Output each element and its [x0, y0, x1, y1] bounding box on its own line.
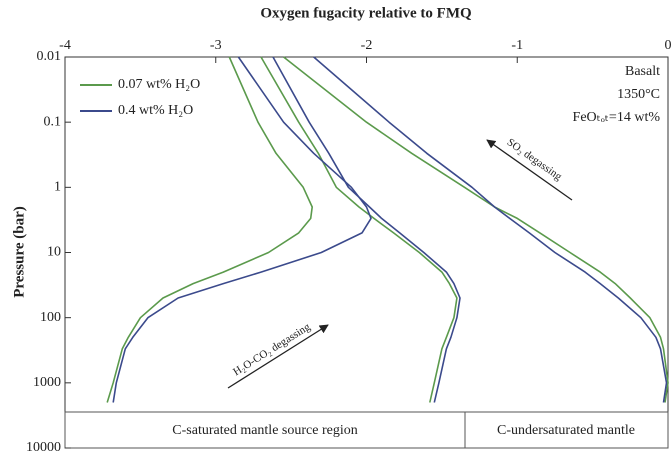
x-tick-label: -3 — [210, 38, 222, 53]
x-tick-label: 0 — [665, 38, 671, 53]
annotation: H₂O-CO₂ degassing — [231, 321, 313, 379]
legend-label: 0.07 wt% H₂O — [118, 77, 200, 92]
arrow — [227, 324, 329, 389]
y-tick-label: 1 — [54, 180, 61, 195]
annotation: SO₂ degassing — [505, 136, 565, 183]
region-label: C-saturated mantle source region — [172, 423, 357, 438]
x-tick-label: -4 — [59, 38, 71, 53]
y-tick-label: 0.01 — [37, 49, 62, 64]
region-box — [64, 411, 466, 449]
data-line — [112, 56, 372, 403]
annotation: 1350°C — [617, 87, 660, 102]
legend-label: 0.4 wt% H₂O — [118, 103, 193, 118]
data-line — [313, 56, 668, 403]
y-tick-label: 10 — [47, 245, 61, 260]
data-line — [283, 56, 669, 403]
y-tick-label: 100 — [40, 310, 61, 325]
region-label: C-undersaturated mantle — [497, 423, 635, 438]
x-tick-label: -2 — [361, 38, 373, 53]
arrow — [486, 139, 573, 201]
data-line — [260, 56, 458, 403]
x-tick-label: -1 — [511, 38, 523, 53]
annotation: FeOₜₒₜ=14 wt% — [573, 110, 661, 125]
chart-title: Oxygen fugacity relative to FMQ — [260, 5, 472, 21]
data-line — [272, 56, 461, 403]
annotation: Basalt — [625, 64, 660, 79]
region-box — [464, 411, 669, 449]
y-tick-label: 0.1 — [44, 114, 62, 129]
y-tick-label: 10000 — [26, 440, 61, 455]
y-axis-label: Pressure (bar) — [11, 206, 27, 298]
y-tick-label: 1000 — [33, 375, 61, 390]
data-line — [106, 56, 314, 403]
